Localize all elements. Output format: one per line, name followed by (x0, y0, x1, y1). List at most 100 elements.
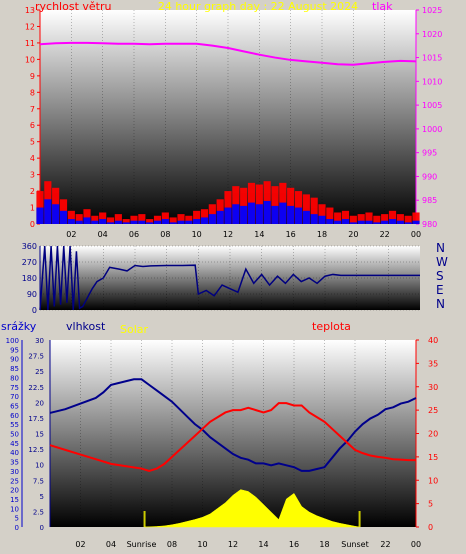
wind_avg-bar (169, 217, 177, 224)
wind_avg-bar (185, 215, 193, 224)
wind_avg-bar (365, 212, 373, 224)
temp-x-tick-label: 08 (167, 540, 177, 549)
wind_gust-bar (224, 207, 232, 224)
compass-label: E (436, 283, 444, 297)
humidity-line (49, 378, 417, 472)
wind_gust-bar (349, 222, 357, 224)
wind_gust-bar (153, 220, 162, 224)
wind_gust-bar (247, 202, 256, 224)
rain-tick-label: 45 (10, 440, 19, 448)
wind-tick-label: 6 (30, 121, 35, 130)
wind_avg-bar (341, 210, 350, 224)
rain-tick-label: 10 (10, 505, 19, 513)
pressure-tick-label: 990 (422, 172, 437, 181)
solar-axis-label: Solar (120, 323, 149, 336)
temp-x-tick-label: 22 (380, 540, 390, 549)
wind-tick-label: 4 (30, 154, 35, 163)
rain-tick-label: 30 (10, 468, 19, 476)
wind_avg-bar (83, 209, 91, 224)
wind_avg-bar (294, 191, 303, 224)
wind_avg-bar (91, 215, 99, 224)
wind-x-tick-label: 14 (254, 230, 264, 239)
humidity-tick-label: 0 (40, 524, 44, 532)
wind_avg-bar (75, 214, 83, 224)
wind_gust-bar (396, 220, 404, 224)
direction-axis-ticks: 0 90 180 270 360 (22, 242, 41, 315)
solar-area (144, 489, 360, 528)
humidity-tick-label: 22.5 (28, 384, 44, 392)
rain-tick-label: 95 (10, 346, 19, 354)
wind_gust-bar (106, 222, 115, 224)
temp-x-tick-label: 02 (75, 540, 85, 549)
rain-tick-label: 80 (10, 374, 19, 382)
temp-x-ticks: 02 04 Sunrise 08 10 12 14 16 18 Sunset 22 00 (75, 540, 421, 549)
pressure-line (39, 41, 417, 66)
wind_gust-bar (232, 204, 240, 224)
wind_avg-bar (334, 212, 342, 224)
rain-tick-label: 50 (10, 431, 19, 439)
wind-tick-label: 0 (30, 220, 35, 229)
wind_gust-bar (388, 219, 397, 224)
wind-tick-label: 1 (30, 204, 35, 213)
direction-tick-label: 90 (27, 290, 37, 299)
temperature-tick-label: 20 (428, 430, 438, 439)
wind_gust-bar (271, 205, 279, 224)
wind-tick-label: 10 (25, 55, 35, 64)
rain-tick-label: 100 (6, 337, 19, 345)
wind_gust-bar (318, 215, 326, 224)
humidity-tick-label: 30 (35, 337, 44, 345)
wind_gust-bar (75, 220, 83, 224)
temp-x-tick-label: 18 (319, 540, 329, 549)
wind_gust-bar (294, 207, 303, 224)
pressure-tick-label: 1020 (422, 30, 442, 39)
rain-tick-label: 65 (10, 402, 19, 410)
wind_gust-bar (99, 219, 107, 224)
wind_gust-bar (365, 220, 373, 224)
wind_gust-bar (302, 210, 310, 224)
humidity-axis-ticks: 0 2.5 5 7.5 10 12.5 15 17.5 20 22.5 25 27.5 30 (28, 337, 51, 532)
wind_avg-bar (200, 209, 209, 224)
wind-tick-label: 13 (25, 6, 35, 15)
temperature-tick-label: 40 (428, 336, 438, 345)
wind_avg-bar (302, 194, 310, 224)
temp-x-tick-label: 10 (197, 540, 207, 549)
temp-x-tick-label: Sunset (341, 540, 368, 549)
humidity-axis-label: vlhkost (66, 320, 106, 333)
wind_avg-bar (396, 214, 404, 224)
temperature-tick-label: 0 (428, 523, 433, 532)
sun-marker (358, 511, 361, 527)
wind_avg-bar (349, 215, 357, 224)
wind_gust-bar (208, 214, 216, 224)
rain-tick-label: 85 (10, 365, 19, 373)
wind-x-ticks: 02 04 06 08 10 12 14 16 18 20 22 00 (66, 230, 421, 239)
temperature-tick-label: 10 (428, 476, 438, 485)
direction-tick-label: 270 (22, 258, 37, 267)
wind_gust-bar (130, 220, 138, 224)
humidity-tick-label: 12.5 (28, 446, 44, 454)
wind_avg-bar (122, 219, 130, 224)
sun-marker (143, 511, 146, 527)
temperature-tick-label: 30 (428, 383, 438, 392)
temperature-tick-label: 25 (428, 406, 438, 415)
humidity-tick-label: 10 (35, 462, 44, 470)
pressure-tick-label: 985 (422, 196, 437, 205)
rain-tick-label: 0 (15, 524, 19, 532)
wind_avg-bar (106, 217, 115, 224)
wind_avg-bar (36, 191, 44, 224)
wind-axis-label: rychlost větru (35, 0, 111, 13)
wind-tick-label: 8 (30, 88, 35, 97)
wind_avg-bar (310, 197, 318, 224)
wind-tick-label: 7 (30, 105, 35, 114)
wind_avg-bar (318, 204, 326, 224)
rain-axis-label: srážky (1, 320, 37, 333)
chart-title: 24 hour graph day : 22 August 2024 (158, 0, 358, 13)
wind_gust-bar (216, 210, 224, 224)
wind-tick-label: 5 (30, 138, 35, 147)
pressure-tick-label: 1015 (422, 54, 442, 63)
pressure-tick-label: 995 (422, 149, 437, 158)
wind_avg-bar (99, 212, 107, 224)
compass-label: S (436, 269, 444, 283)
wind_gust-bar (193, 219, 201, 224)
wind_avg-bar (67, 210, 75, 224)
